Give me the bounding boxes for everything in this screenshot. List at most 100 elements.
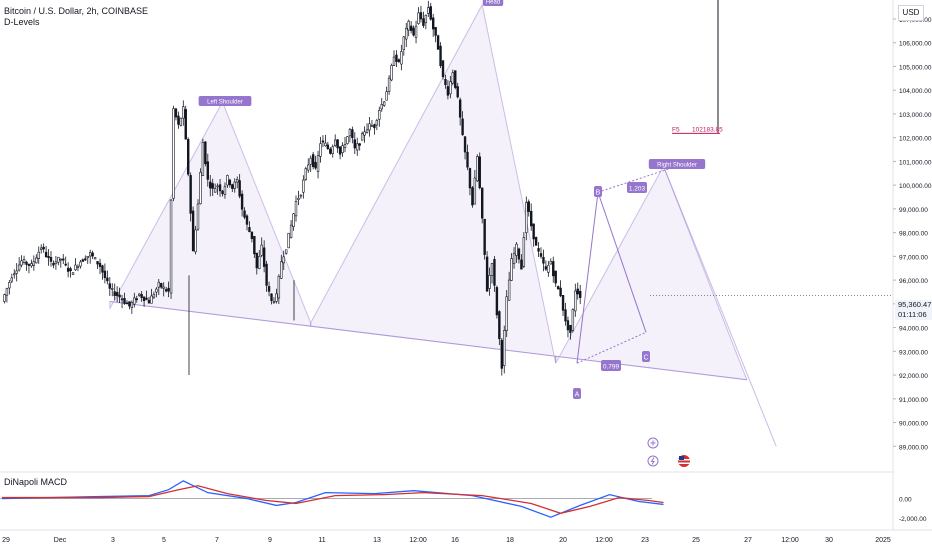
candle-body <box>529 211 533 227</box>
candle-body <box>179 117 183 126</box>
abc-ratio-line-1 <box>597 165 678 193</box>
price-tick-label: 105,000.00 <box>899 64 932 71</box>
candle-body <box>517 248 521 260</box>
candle-body <box>510 258 513 281</box>
candle-body <box>194 229 197 253</box>
candle-body <box>370 125 374 127</box>
candle-body <box>130 302 134 309</box>
chart-title: Bitcoin / U.S. Dollar, 2h, COINBASE <box>4 6 149 16</box>
price-tick-label: 99,000.00 <box>899 207 928 214</box>
pattern-label-bg <box>648 159 706 169</box>
candle-body <box>267 286 271 292</box>
candle-body <box>525 202 528 234</box>
pattern-label-bg <box>482 0 504 6</box>
plus-icon[interactable] <box>647 437 659 449</box>
time-tick-label: 16 <box>451 537 459 544</box>
candle-body <box>294 201 298 217</box>
candle-body <box>233 181 236 189</box>
abc-point-label: C <box>643 355 648 362</box>
candle-body <box>289 224 293 238</box>
candle-body <box>76 266 80 269</box>
candle-body <box>196 203 200 230</box>
candle-body <box>544 266 548 270</box>
candle-body <box>446 86 450 96</box>
candle-body <box>429 6 432 20</box>
lightning-icon[interactable] <box>647 455 659 467</box>
candle-body <box>471 187 474 206</box>
candle-body <box>64 263 67 266</box>
candle-body <box>405 28 408 40</box>
candle-body <box>485 256 489 292</box>
target-level-value: 102183.85 <box>692 126 723 133</box>
candle-body <box>356 143 359 151</box>
candle-body <box>142 296 146 302</box>
candle-body <box>449 81 452 95</box>
candle-body <box>86 255 89 258</box>
candle-body <box>387 77 391 92</box>
candle-body <box>228 179 232 186</box>
last-price-value: 95,360.47 <box>898 300 932 309</box>
candle-body <box>152 294 156 298</box>
time-tick-label: 7 <box>215 537 219 544</box>
candle-body <box>106 277 109 282</box>
candle-body <box>292 213 295 227</box>
candle-body <box>167 287 170 292</box>
candle-body <box>17 264 21 271</box>
pattern-label-left-shoulder: Left Shoulder <box>198 96 252 106</box>
price-tick-label: 101,000.00 <box>899 159 932 166</box>
time-tick-label: 25 <box>692 537 700 544</box>
candle-body <box>5 288 9 296</box>
candle-body <box>275 293 278 302</box>
candle-body <box>172 108 175 199</box>
candle-body <box>439 45 442 67</box>
candle-body <box>314 161 317 169</box>
candle-body <box>566 320 570 331</box>
candle-body <box>561 295 565 311</box>
candle-body <box>385 91 388 101</box>
candle-body <box>79 261 82 267</box>
candle-body <box>199 172 202 205</box>
candle-body <box>360 133 364 141</box>
candle-body <box>316 155 320 172</box>
currency-button[interactable]: USD <box>898 5 924 21</box>
candle-body <box>578 291 582 298</box>
candle-body <box>160 283 163 288</box>
candle-body <box>236 179 239 183</box>
candle-body <box>47 255 50 259</box>
candle-body <box>221 190 224 195</box>
candle-body <box>120 298 124 301</box>
macd-indicator-label[interactable]: DiNapoli MACD <box>4 477 68 487</box>
candle-body <box>27 263 31 266</box>
candle-body <box>297 197 300 200</box>
time-tick-label: 12:00 <box>781 537 799 544</box>
candle-body <box>520 259 523 270</box>
candle-body <box>571 309 575 331</box>
candle-body <box>145 297 148 300</box>
candle-body <box>81 259 85 262</box>
abc-point-label: B <box>596 190 601 197</box>
price-tick-label: 94,000.00 <box>899 326 928 333</box>
candle-body <box>346 136 349 144</box>
candle-body <box>39 247 43 250</box>
candle-body <box>444 79 447 86</box>
us-flag-icon[interactable] <box>678 455 690 467</box>
candle-body <box>115 292 119 296</box>
candle-body <box>333 139 337 146</box>
pattern-label-bg <box>198 96 252 106</box>
candle-body <box>54 261 58 264</box>
abc-leg-bc <box>597 192 647 333</box>
candle-body <box>155 288 158 293</box>
candle-body <box>206 161 209 180</box>
candle-body <box>243 210 246 218</box>
candle-body <box>480 187 484 219</box>
abc-point-bg <box>573 388 581 399</box>
time-tick-label: 23 <box>641 537 649 544</box>
candle-body <box>422 18 425 26</box>
candle-body <box>32 261 36 266</box>
candle-body <box>319 143 322 157</box>
candle-body <box>427 7 430 14</box>
candle-body <box>500 339 503 369</box>
candle-body <box>542 256 545 264</box>
candle-body <box>331 146 334 154</box>
